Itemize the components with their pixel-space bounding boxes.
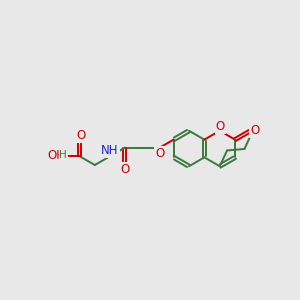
Text: O: O [155, 146, 164, 160]
Text: O: O [120, 163, 130, 176]
Text: O: O [76, 129, 86, 142]
Text: O: O [250, 124, 260, 137]
Text: H: H [59, 150, 67, 161]
Text: O: O [216, 120, 225, 133]
Text: NH: NH [101, 144, 118, 158]
Text: OH: OH [48, 149, 66, 162]
